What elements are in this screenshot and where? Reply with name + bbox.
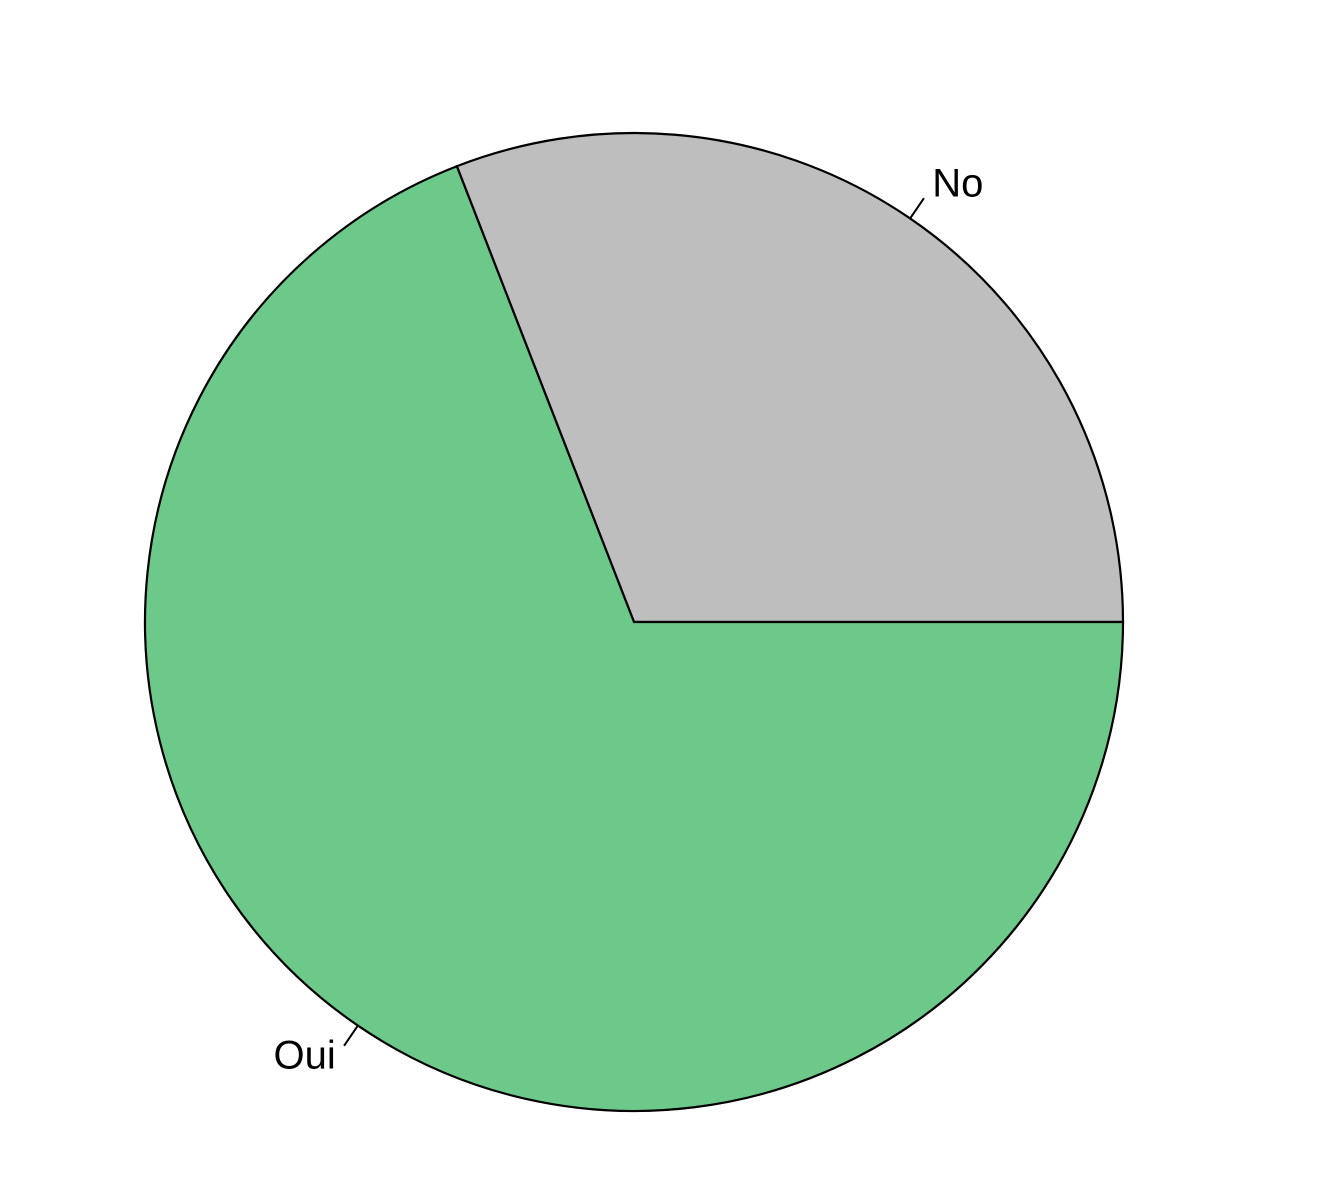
pie-slice-oui xyxy=(143,164,1125,1113)
slice-label-no: No xyxy=(932,162,983,206)
leader-line-oui xyxy=(343,1025,359,1047)
pie-slices xyxy=(143,131,1125,1113)
pie-labels: No Oui xyxy=(274,162,984,1078)
leader-line-no xyxy=(909,197,925,219)
slice-label-oui: Oui xyxy=(274,1033,336,1077)
